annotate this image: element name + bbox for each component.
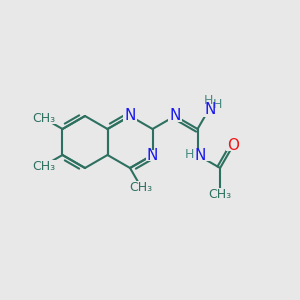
Text: O: O [227,138,239,153]
Text: CH₃: CH₃ [32,112,55,124]
Text: CH₃: CH₃ [32,160,55,172]
Bar [129,181,153,193]
Bar [123,110,137,122]
Text: N: N [195,148,206,163]
Text: CH₃: CH₃ [208,188,232,200]
Text: H: H [213,98,222,111]
Text: N: N [205,102,216,117]
Bar [29,112,57,124]
Text: H: H [204,94,213,107]
Text: N: N [169,109,181,124]
Text: N: N [124,109,136,124]
Bar [29,160,57,172]
Text: CH₃: CH₃ [130,181,153,194]
Bar [146,149,160,161]
Bar [226,140,240,151]
Text: H: H [185,148,194,161]
Bar [196,95,225,118]
Bar [168,110,182,122]
Text: N: N [147,148,158,163]
Bar [184,149,212,161]
Bar [206,188,234,200]
